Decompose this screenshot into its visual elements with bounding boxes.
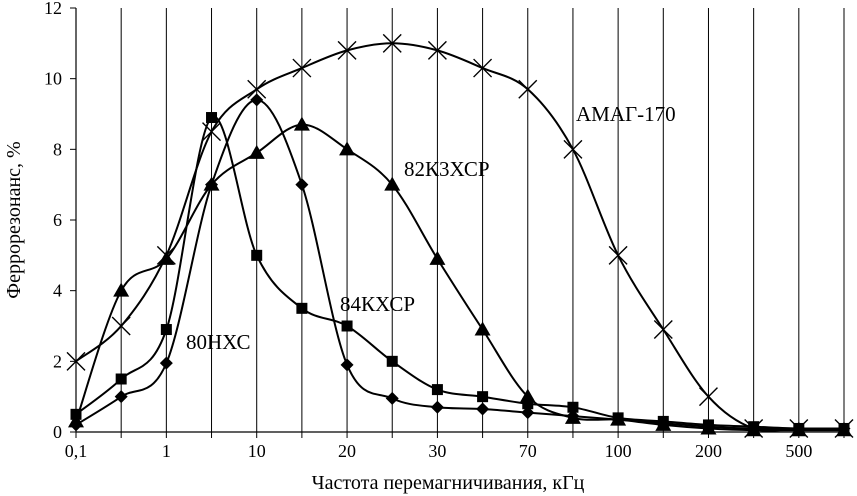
data-point-x-marker: [473, 58, 493, 78]
data-point-triangle-marker: [293, 116, 310, 131]
x-tick-label: 10: [248, 441, 266, 461]
data-point-triangle-marker: [248, 144, 265, 159]
x-tick-label: 1: [162, 441, 171, 461]
y-tick-label: 12: [44, 0, 62, 18]
data-point-diamond-marker: [295, 178, 309, 192]
data-point-x-marker: [563, 139, 583, 159]
data-point-diamond-marker: [747, 421, 761, 435]
data-point-diamond-marker: [114, 390, 128, 404]
y-tick-label: 6: [53, 210, 62, 230]
data-point-square-marker: [567, 401, 579, 413]
data-point-x-marker: [518, 79, 538, 99]
data-point-diamond-marker: [385, 391, 399, 405]
data-point-square-marker: [251, 249, 263, 261]
series-label-80nxs: 80НХС: [186, 330, 251, 354]
series-line: [75, 42, 844, 432]
data-point-triangle-marker: [113, 282, 130, 297]
series-line: [75, 98, 844, 430]
data-point-x-marker: [382, 33, 402, 53]
x-tick-label: 0,1: [65, 441, 88, 461]
data-point-x-marker: [202, 122, 222, 142]
y-tick-label: 0: [53, 422, 62, 442]
axes: [70, 7, 845, 438]
data-point-diamond-marker: [837, 421, 851, 435]
data-point-x-marker: [653, 320, 673, 340]
x-tick-label: 100: [605, 441, 632, 461]
data-point-square-marker: [522, 398, 534, 410]
data-point-square-marker: [115, 373, 127, 385]
y-tick-label: 10: [44, 69, 62, 89]
x-tick-label: 70: [519, 441, 537, 461]
data-point-triangle-marker: [429, 250, 446, 265]
data-point-x-marker: [698, 387, 718, 407]
x-tick-label: 30: [428, 441, 446, 461]
data-point-diamond-marker: [611, 413, 625, 427]
data-point-square-marker: [296, 302, 308, 314]
x-tick-label: 20: [338, 441, 356, 461]
y-tick-label: 8: [53, 139, 62, 159]
data-point-square-marker: [206, 112, 218, 124]
series-label-82k3xsr: 82К3ХСР: [404, 157, 490, 181]
series-3: [69, 93, 851, 435]
series-label-amag170: АМАГ-170: [576, 102, 676, 126]
data-point-diamond-marker: [159, 356, 173, 370]
y-tick-label: 2: [53, 351, 62, 371]
data-point-x-marker: [66, 351, 86, 371]
data-point-square-marker: [477, 391, 489, 403]
series-layer: [66, 33, 854, 438]
data-point-square-marker: [431, 384, 443, 396]
data-point-square-marker: [386, 355, 398, 367]
data-point-square-marker: [160, 324, 172, 336]
x-axis-title: Частота перемагничивания, кГц: [312, 472, 585, 494]
data-point-diamond-marker: [250, 93, 264, 107]
y-tick-label: 4: [53, 281, 62, 301]
data-point-diamond-marker: [521, 406, 535, 420]
data-point-triangle-marker: [384, 176, 401, 191]
data-point-diamond-marker: [69, 418, 83, 432]
data-point-triangle-marker: [339, 141, 356, 156]
data-point-triangle-marker: [158, 250, 175, 265]
data-point-diamond-marker: [792, 421, 806, 435]
data-point-diamond-marker: [340, 358, 354, 372]
y-axis-title: Феррорезонанс, %: [3, 141, 25, 298]
grid: [120, 8, 845, 432]
data-point-x-marker: [247, 79, 267, 99]
data-point-x-marker: [427, 40, 447, 60]
data-point-x-marker: [292, 58, 312, 78]
x-tick-label: 200: [695, 441, 722, 461]
data-point-diamond-marker: [205, 178, 219, 192]
data-point-triangle-marker: [474, 321, 491, 336]
tick-layer: 0 2 4 6 8 10 12 0,1 1 10 20 30 70 100 200 500: [44, 0, 812, 461]
data-point-x-marker: [608, 245, 628, 265]
data-point-x-marker: [111, 316, 131, 336]
data-point-diamond-marker: [430, 400, 444, 414]
data-point-diamond-marker: [701, 420, 715, 434]
data-point-square-marker: [70, 408, 82, 420]
series-label-84kxsr: 84КХСР: [340, 292, 415, 316]
data-point-square-marker: [341, 320, 353, 332]
data-point-diamond-marker: [656, 416, 670, 430]
data-point-diamond-marker: [476, 402, 490, 416]
x-tick-label: 500: [785, 441, 812, 461]
data-point-x-marker: [337, 40, 357, 60]
data-point-diamond-marker: [566, 409, 580, 423]
